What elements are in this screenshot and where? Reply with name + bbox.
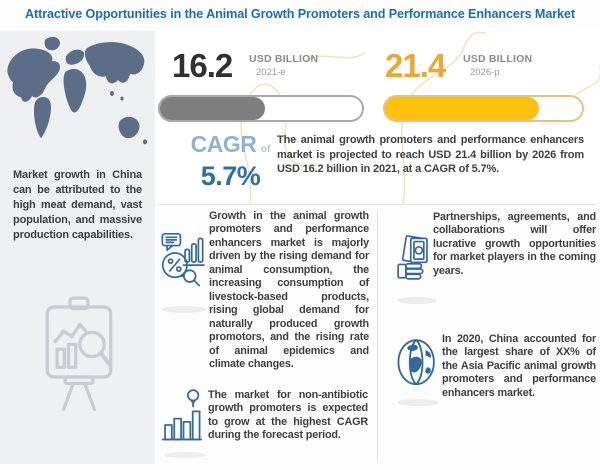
current-market-value: 16.2 — [172, 47, 233, 84]
page-title: Attractive Opportunities in the Animal G… — [25, 7, 575, 21]
market-research-easel-icon — [45, 296, 113, 412]
icon-shadow — [397, 297, 437, 304]
money-hand-icon — [397, 235, 428, 280]
china-share-text: In 2020, China accounted for the largest… — [442, 333, 596, 399]
projected-unit-label: USD BILLION — [463, 53, 533, 65]
growth-chart-icon — [161, 389, 203, 441]
current-period-label: 2021-e — [256, 67, 286, 78]
decorative-contour-lines — [240, 31, 600, 204]
cagr-label: CAGR — [190, 131, 257, 157]
current-bar-fill — [160, 97, 266, 120]
icon-shadow — [397, 399, 439, 406]
china-growth-note: Market growth in China can be attributed… — [13, 169, 142, 241]
non-antibiotic-text: The market for non-antibiotic growth pro… — [208, 389, 368, 442]
cagr-of-label: of — [260, 144, 271, 155]
icon-shadow — [164, 452, 206, 458]
current-progress-track — [158, 95, 364, 122]
projected-progress-track — [383, 95, 584, 122]
cagr-block: CAGR of 5.7% — [183, 131, 278, 192]
left-sidebar: Market growth in China can be attributed… — [0, 31, 155, 464]
projected-market-unit: USD BILLION 2026-p — [463, 53, 532, 78]
horizontal-divider — [158, 204, 595, 205]
projected-period-label: 2026-p — [470, 67, 500, 78]
current-unit-label: USD BILLION — [249, 53, 319, 65]
world-map-icon — [7, 36, 147, 145]
projected-market-value: 21.4 — [385, 47, 446, 84]
partnerships-text: Partnerships, agreements, and collaborat… — [433, 211, 596, 277]
market-analysis-icon — [161, 232, 205, 287]
projected-bar-fill — [385, 97, 539, 120]
market-summary-text: The animal growth promoters and performa… — [277, 134, 584, 176]
icon-shadow — [162, 306, 206, 313]
current-market-unit: USD BILLION 2021-e — [249, 53, 318, 78]
vertical-divider — [377, 211, 378, 461]
growth-drivers-text: Growth in the animal growth promoters an… — [209, 210, 369, 371]
globe-icon — [397, 339, 435, 386]
market-size-panel: 16.2 USD BILLION 2021-e 21.4 USD BILLION… — [155, 31, 600, 204]
cagr-value: 5.7% — [200, 161, 261, 191]
